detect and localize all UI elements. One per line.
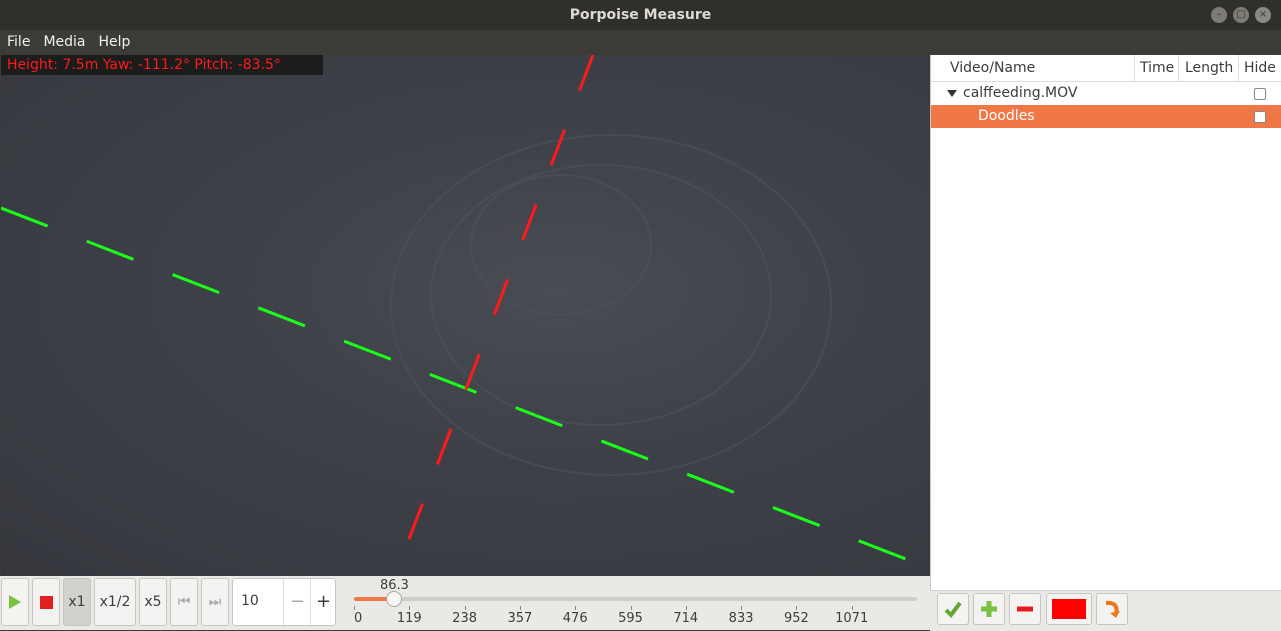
timeline-tick [464, 606, 466, 610]
minus-icon [1017, 606, 1033, 612]
play-button[interactable] [1, 578, 29, 626]
timeline-tick-label: 714 [673, 611, 699, 626]
timeline-tick [519, 606, 521, 610]
timeline-value: 86.3 [380, 578, 409, 593]
timeline-tick-label: 238 [452, 611, 478, 626]
side-panel: Video/Name Time Length Hide calffeeding.… [930, 55, 1281, 590]
add-button[interactable] [973, 593, 1005, 625]
window-title: Porpoise Measure [569, 7, 712, 23]
redo-button[interactable] [1096, 593, 1128, 625]
skip-back-button[interactable]: ⏮ [170, 578, 198, 626]
timeline-tick [685, 606, 687, 610]
play-icon [9, 595, 21, 609]
overlay-info-text: Height: 7.5m Yaw: -111.2° Pitch: -83.5° [1, 55, 323, 75]
timeline-tick [741, 606, 743, 610]
expand-arrow-icon[interactable] [947, 90, 957, 97]
speed-x5-button[interactable]: x5 [139, 578, 167, 626]
timeline-tick-label: 952 [783, 611, 809, 626]
tree-header: Video/Name Time Length Hide [931, 55, 1281, 82]
menu-help[interactable]: Help [98, 34, 131, 50]
step-plus-button[interactable]: + [310, 579, 336, 625]
playback-bar: x1 x1/2 x5 ⏮ ⏭ 10 − + 86.3 0 119 238 357 476… [0, 576, 930, 630]
check-icon [944, 601, 962, 619]
close-icon[interactable]: × [1255, 7, 1271, 23]
header-length[interactable]: Length [1185, 60, 1234, 76]
stop-button[interactable] [32, 578, 60, 626]
header-hide[interactable]: Hide [1244, 60, 1276, 76]
timeline-tick [409, 606, 411, 610]
hide-checkbox-item[interactable] [1254, 111, 1266, 123]
tree-row-video[interactable]: calffeeding.MOV [931, 82, 1281, 105]
title-bar: Porpoise Measure – □ × [0, 0, 1281, 30]
timeline-tick [630, 606, 632, 610]
timeline-tick-label: 119 [396, 611, 422, 626]
header-name[interactable]: Video/Name [950, 60, 1036, 76]
skip-forward-icon: ⏭ [208, 594, 222, 610]
timeline-tick [851, 606, 853, 610]
stop-icon [39, 595, 53, 609]
timeline-tick-label: 595 [618, 611, 643, 626]
color-swatch [1052, 599, 1086, 619]
red-measure-line [393, 55, 595, 576]
confirm-button[interactable] [937, 593, 969, 625]
plus-icon [981, 601, 997, 617]
item-name: Doodles [978, 108, 1035, 124]
timeline-tick-label: 357 [507, 611, 533, 626]
timeline-tick-label: 476 [562, 611, 588, 626]
timeline-tick-label: 0 [354, 611, 363, 626]
timeline-tick [354, 606, 355, 610]
side-toolbar [930, 590, 1281, 631]
step-minus-button[interactable]: − [283, 579, 311, 625]
timeline-ticks: 0 119 238 357 476 595 714 833 952 1071 [354, 606, 917, 630]
timeline-tick-label: 833 [728, 611, 754, 626]
timeline-slider[interactable] [354, 591, 917, 607]
header-time[interactable]: Time [1140, 60, 1175, 76]
video-name: calffeeding.MOV [963, 85, 1078, 101]
menu-media[interactable]: Media [43, 34, 86, 50]
step-value[interactable]: 10 [241, 593, 259, 609]
redo-arrow-icon [1105, 600, 1120, 618]
timeline-handle[interactable] [386, 591, 403, 607]
timeline-tick [796, 606, 798, 610]
video-view[interactable] [1, 55, 929, 576]
color-button[interactable] [1046, 593, 1092, 625]
timeline-tick-label: 1071 [835, 611, 869, 626]
menu-bar: File Media Help [0, 30, 1281, 54]
hide-checkbox-video[interactable] [1254, 88, 1266, 100]
speed-half-button[interactable]: x1/2 [94, 578, 136, 626]
step-spinbox[interactable]: 10 − + [232, 578, 336, 626]
speed-x1-button[interactable]: x1 [63, 578, 91, 626]
skip-back-icon: ⏮ [177, 594, 191, 610]
skip-forward-button[interactable]: ⏭ [201, 578, 229, 626]
measurement-lines [1, 55, 929, 576]
remove-button[interactable] [1009, 593, 1041, 625]
timeline-tick [575, 606, 577, 610]
menu-file[interactable]: File [7, 34, 31, 50]
window-controls: – □ × [1211, 7, 1271, 23]
timeline-fill [354, 597, 395, 601]
tree-row-item[interactable]: Doodles [931, 105, 1281, 128]
ripple-rings [390, 134, 832, 476]
maximize-icon[interactable]: □ [1233, 7, 1249, 23]
minimize-icon[interactable]: – [1211, 7, 1227, 23]
